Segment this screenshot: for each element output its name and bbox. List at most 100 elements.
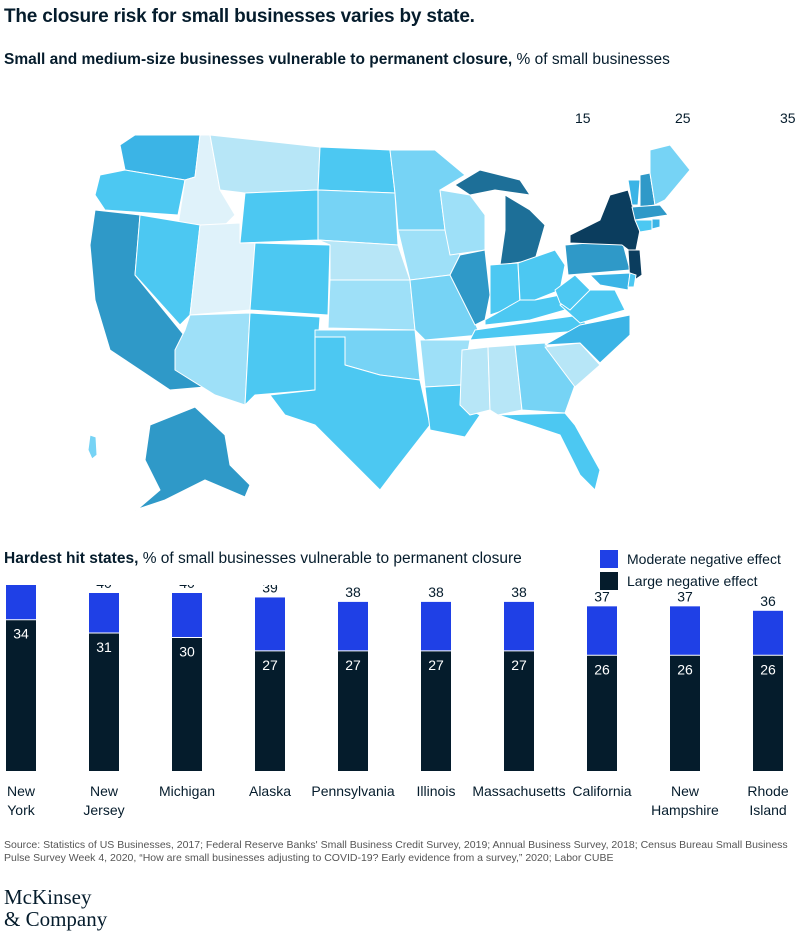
bar-total-label-california: 37 — [594, 588, 610, 604]
map-subtitle-bold: Small and medium-size businesses vulnera… — [4, 51, 513, 68]
bar-large-new-york — [6, 619, 36, 771]
state-rhode-island — [651, 218, 661, 230]
bar-total-label-massachusetts: 38 — [511, 585, 527, 600]
bar-large-label-michigan: 30 — [179, 644, 195, 660]
bar-total-label-michigan: 40 — [179, 585, 195, 591]
bar-large-illinois — [421, 650, 451, 771]
scale-label-15: 15 — [575, 110, 591, 126]
state-massachusetts — [631, 204, 669, 221]
bar-moderate-alaska — [255, 597, 285, 651]
bar-large-label-illinois: 27 — [428, 657, 444, 673]
legend-swatch-moderate — [600, 550, 618, 568]
us-choropleth-map — [87, 134, 691, 521]
category-label-new-hampshire-line-1: New — [671, 783, 700, 799]
bar-moderate-rhode-island — [753, 610, 783, 656]
state-west-virginia — [554, 274, 591, 311]
legend-item-moderate: Moderate negative effect — [600, 548, 781, 570]
state-vermont — [627, 179, 641, 206]
bar-moderate-illinois — [421, 601, 451, 651]
logo-line-2: & Company — [4, 907, 108, 931]
bar-total-label-alaska: 39 — [262, 585, 278, 595]
scale-label-25: 25 — [675, 110, 691, 126]
bar-moderate-new-jersey — [89, 593, 119, 634]
state-michigan-upper — [454, 169, 531, 196]
state-south-dakota — [317, 189, 399, 246]
state-nebraska — [317, 239, 411, 281]
bar-total-label-pennsylvania: 38 — [345, 585, 361, 600]
bar-total-label-illinois: 38 — [428, 585, 444, 600]
category-label-alaska: Alaska — [249, 783, 291, 799]
bar-large-label-alaska: 27 — [262, 657, 278, 673]
map-subtitle-unit: % of small businesses — [512, 51, 670, 68]
bar-large-label-massachusetts: 27 — [511, 657, 527, 673]
legend-label-moderate: Moderate negative effect — [627, 551, 781, 567]
bar-moderate-massachusetts — [504, 601, 534, 651]
state-maine — [649, 144, 691, 206]
bar-subtitle-bold: Hardest hit states, — [4, 550, 139, 567]
state-michigan — [499, 194, 546, 266]
category-label-illinois: Illinois — [417, 783, 456, 799]
state-connecticut — [634, 219, 653, 233]
state-delaware — [627, 272, 637, 288]
bar-chart-legend: Moderate negative effect Large negative … — [600, 548, 781, 592]
bar-moderate-new-york — [6, 585, 36, 620]
bar-moderate-new-hampshire — [670, 606, 700, 656]
source-note: Source: Statistics of US Businesses, 201… — [4, 839, 788, 864]
scale-label-35: 35 — [780, 110, 796, 126]
category-label-new-jersey-line-2: Jersey — [83, 802, 124, 818]
category-label-pennsylvania: Pennsylvania — [311, 783, 394, 799]
state-colorado — [249, 242, 331, 316]
state-alaska — [124, 406, 251, 521]
state-mississippi — [459, 346, 491, 416]
state-oregon — [94, 169, 186, 216]
chart-title: The closure risk for small businesses va… — [4, 6, 475, 27]
bar-large-alaska — [255, 650, 285, 771]
bar-large-california — [587, 655, 617, 771]
bar-large-new-hampshire — [670, 655, 700, 771]
bar-total-label-new-jersey: 40 — [96, 585, 112, 591]
state-north-carolina — [544, 314, 631, 364]
bar-subtitle-unit: % of small businesses vulnerable to perm… — [138, 550, 522, 567]
state-maryland — [589, 272, 631, 291]
state-arizona — [174, 312, 251, 406]
bar-large-label-pennsylvania: 27 — [345, 657, 361, 673]
bar-total-label-rhode-island: 36 — [760, 593, 776, 609]
state-alabama — [487, 344, 523, 416]
state-hawaii — [87, 434, 98, 460]
category-label-rhode-island-line-1: Rhode — [747, 783, 788, 799]
bar-moderate-pennsylvania — [338, 601, 368, 651]
state-nevada — [134, 214, 201, 326]
category-label-california: California — [572, 783, 631, 799]
category-label-michigan: Michigan — [159, 783, 215, 799]
bar-large-pennsylvania — [338, 650, 368, 771]
legend-label-large: Large negative effect — [627, 573, 758, 589]
category-label-new-jersey-line-1: New — [90, 783, 119, 799]
state-florida — [497, 412, 601, 491]
state-texas — [269, 336, 431, 491]
bar-large-label-new-york: 34 — [13, 626, 29, 642]
bar-large-michigan — [172, 637, 202, 771]
map-subtitle: Small and medium-size businesses vulnera… — [4, 51, 670, 69]
hardest-hit-bar-chart: 3442NewYork3140NewJersey3040Michigan2739… — [6, 585, 789, 818]
mckinsey-logo: McKinsey & Company — [4, 886, 107, 930]
state-montana — [209, 134, 321, 194]
state-wyoming — [239, 189, 319, 244]
bar-large-label-rhode-island: 26 — [760, 661, 776, 677]
state-illinois — [449, 249, 491, 326]
state-kansas — [327, 279, 416, 331]
state-georgia — [514, 342, 576, 414]
category-label-rhode-island-line-2: Island — [749, 802, 786, 818]
bar-large-label-new-hampshire: 26 — [677, 661, 693, 677]
legend-item-large: Large negative effect — [600, 570, 781, 592]
bar-chart-subtitle: Hardest hit states, % of small businesse… — [4, 550, 522, 568]
bar-large-massachusetts — [504, 650, 534, 771]
bar-moderate-california — [587, 606, 617, 656]
bar-large-new-jersey — [89, 633, 119, 771]
category-label-massachusetts: Massachusetts — [472, 783, 565, 799]
logo-line-1: McKinsey — [4, 885, 92, 909]
bar-total-label-new-hampshire: 37 — [677, 588, 693, 604]
state-north-dakota — [317, 146, 396, 194]
state-new-mexico — [244, 312, 321, 406]
legend-swatch-large — [600, 572, 618, 590]
category-label-new-york-line-1: New — [7, 783, 36, 799]
